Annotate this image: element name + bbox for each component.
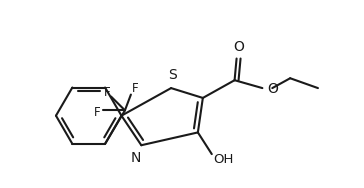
Text: F: F (104, 86, 110, 99)
Text: O: O (267, 82, 278, 96)
Text: S: S (168, 68, 177, 82)
Text: OH: OH (214, 152, 234, 165)
Text: F: F (94, 106, 100, 119)
Text: O: O (233, 40, 244, 54)
Text: F: F (131, 82, 138, 95)
Text: N: N (130, 151, 141, 165)
